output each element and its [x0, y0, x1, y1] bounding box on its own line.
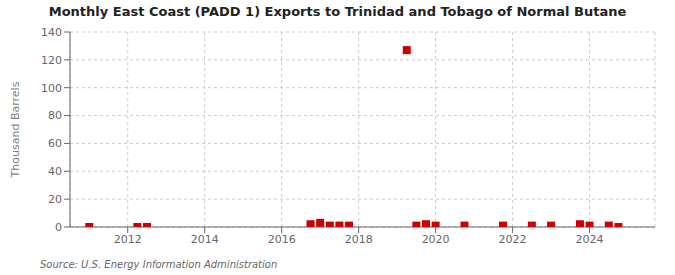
- svg-text:20: 20: [48, 193, 62, 206]
- svg-text:2018: 2018: [345, 233, 373, 246]
- html-text:Monthly East Coast (PADD 1) Ex: Monthly East Coast (PADD 1) Exports to T…: [48, 4, 627, 19]
- svg-text:80: 80: [48, 109, 62, 122]
- svg-text:100: 100: [41, 82, 62, 95]
- svg-text:2012: 2012: [114, 233, 142, 246]
- svg-text:0: 0: [55, 221, 62, 234]
- svg-text:140: 140: [41, 26, 62, 39]
- svg-text:120: 120: [41, 54, 62, 67]
- svg-text:60: 60: [48, 137, 62, 150]
- svg-text:2022: 2022: [499, 233, 527, 246]
- svg-text:2020: 2020: [422, 233, 450, 246]
- svg-text:2024: 2024: [576, 233, 604, 246]
- svg-text:40: 40: [48, 165, 62, 178]
- svg-text:2016: 2016: [268, 233, 296, 246]
- svg-text:Thousand Barrels: Thousand Barrels: [9, 81, 22, 178]
- html-text:Source: U.S. Energy Informatio: Source: U.S. Energy Information Administ…: [40, 259, 278, 270]
- svg-text:2014: 2014: [191, 233, 219, 246]
